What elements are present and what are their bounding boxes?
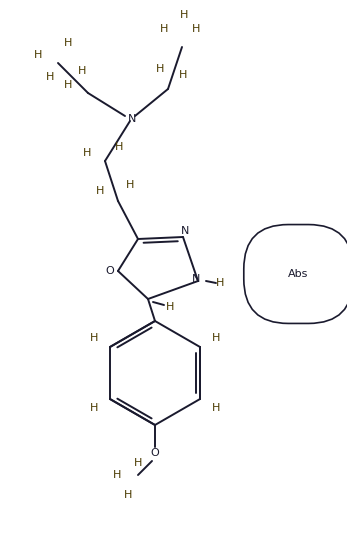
Text: H: H	[96, 186, 104, 196]
Text: H: H	[216, 278, 224, 288]
Text: H: H	[179, 70, 187, 80]
Text: H: H	[113, 470, 121, 480]
Text: H: H	[64, 80, 72, 90]
Text: O: O	[151, 448, 159, 458]
Text: H: H	[83, 148, 91, 158]
Text: H: H	[90, 403, 99, 413]
Text: N: N	[181, 226, 189, 236]
Text: O: O	[105, 266, 115, 276]
Text: H: H	[115, 142, 123, 152]
Text: N: N	[192, 274, 200, 284]
Text: H: H	[166, 302, 174, 312]
Text: H: H	[46, 72, 54, 82]
Text: H: H	[156, 64, 164, 74]
Text: H: H	[124, 490, 132, 500]
Text: H: H	[134, 458, 142, 468]
Text: Abs: Abs	[288, 269, 308, 279]
Text: N: N	[128, 114, 136, 124]
Text: H: H	[90, 333, 99, 343]
Text: H: H	[64, 38, 72, 48]
Text: H: H	[34, 50, 42, 60]
Text: H: H	[160, 24, 168, 34]
Text: H: H	[126, 180, 134, 190]
Text: H: H	[180, 10, 188, 20]
Text: H: H	[211, 403, 220, 413]
Text: H: H	[192, 24, 200, 34]
Text: H: H	[211, 333, 220, 343]
Text: H: H	[78, 66, 86, 76]
